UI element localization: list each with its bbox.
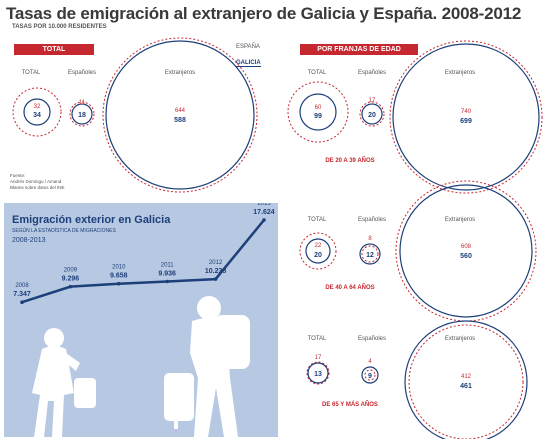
- age2-total-spain-value: 22: [315, 243, 322, 249]
- foreign-spain-circle: [102, 37, 258, 193]
- data-label: 9.936: [158, 271, 176, 278]
- age1-spanish-galicia-value: 20: [368, 112, 376, 119]
- age3-foreign-spain-value: 412: [461, 374, 472, 380]
- age2-total-galicia-circle: [305, 238, 331, 264]
- age1-foreign-spain-value: 740: [461, 109, 472, 115]
- age1-total-galicia-circle: [299, 93, 337, 131]
- age2-total-galicia-value: 20: [314, 252, 322, 259]
- emigrant-silhouettes: [32, 296, 250, 437]
- age3-spanish-galicia-circle: [361, 366, 379, 384]
- emigration-chart: Emigración exterior en Galicia SEGÚN LA …: [4, 203, 278, 437]
- chart-subtitle: SEGÚN LA ESTADÍSTICA DE MIGRACIONES: [12, 227, 116, 234]
- age1-foreign-galicia-circle: [392, 43, 540, 191]
- spanish-galicia-circle: [71, 103, 93, 125]
- data-label: 10.238: [205, 268, 227, 275]
- source-note: Fuente: Andrés Domingo / Amand Blanes so…: [10, 173, 65, 191]
- data-point: [20, 300, 24, 305]
- age3-spanish-label: Españoles: [357, 336, 387, 342]
- series-line: [21, 219, 265, 304]
- total-galicia-value: 34: [33, 112, 41, 119]
- data-point: [165, 279, 169, 284]
- foreign-label: Extranjeros: [164, 70, 196, 76]
- age3-label: DE 65 Y MÁS AÑOS: [322, 402, 378, 408]
- age3-foreign-galicia-value: 461: [460, 383, 472, 390]
- age3-total-galicia-value: 13: [314, 371, 322, 378]
- data-label: 7.347: [13, 291, 31, 298]
- age3-spanish-spain-value: 4: [368, 359, 372, 365]
- age3-total-spain-circle: [306, 361, 330, 385]
- x-label: 2010: [112, 265, 126, 271]
- age2-spanish-galicia-circle: [359, 243, 381, 265]
- chart-title: Emigración exterior en Galicia: [12, 214, 171, 226]
- spanish-label: Españoles: [67, 70, 97, 76]
- data-label: 17.624: [253, 209, 275, 216]
- legend-spain: ESPAÑA: [236, 44, 260, 50]
- age3-spanish-galicia-value: 9: [368, 373, 372, 380]
- total-spain-circle: [12, 87, 62, 137]
- legend-galicia: GALICIA: [236, 60, 261, 67]
- total-galicia-circle: [23, 98, 51, 126]
- data-point: [68, 284, 73, 289]
- total-section-header: TOTAL: [14, 44, 94, 55]
- age2-spanish-label: Españoles: [357, 217, 387, 223]
- age1-spanish-label: Españoles: [357, 70, 387, 76]
- data-point: [262, 218, 266, 222]
- x-label: 2013: [257, 203, 271, 207]
- age1-spanish-spain-circle: [359, 101, 385, 127]
- source-line-1: Fuente:: [10, 173, 26, 178]
- age2-total-label: TOTAL: [307, 217, 327, 223]
- age3-total-label: TOTAL: [307, 336, 327, 342]
- age1-label: DE 20 A 39 AÑOS: [325, 158, 375, 164]
- age1-total-spain-circle: [287, 81, 349, 143]
- age3-spanish-spain-circle: [364, 369, 376, 381]
- age2-foreign-galicia-value: 560: [460, 253, 472, 260]
- data-point: [117, 281, 121, 286]
- total-spain-value: 32: [34, 104, 41, 110]
- data-label: 9.296: [62, 276, 80, 283]
- age1-spanish-galicia-circle: [361, 103, 383, 125]
- age2-spanish-spain-circle: [361, 245, 379, 263]
- x-label: 2009: [64, 268, 78, 274]
- foreign-spain-value: 644: [175, 108, 186, 114]
- age1-total-label: TOTAL: [307, 70, 327, 76]
- age3-total-spain-value: 17: [315, 355, 322, 361]
- age2-spanish-spain-value: 8: [368, 236, 372, 242]
- x-label: 2008: [15, 283, 29, 289]
- age1-foreign-spain-circle: [389, 40, 543, 194]
- age2-label: DE 40 A 64 AÑOS: [325, 285, 375, 291]
- age2-foreign-label: Extranjeros: [444, 217, 476, 223]
- age3-foreign-label: Extranjeros: [444, 336, 476, 342]
- age2-foreign-spain-circle: [395, 180, 537, 322]
- age1-foreign-galicia-value: 699: [460, 118, 472, 125]
- total-label: TOTAL: [21, 70, 41, 76]
- age3-foreign-spain-circle: [408, 324, 524, 439]
- foreign-galicia-circle: [105, 40, 255, 190]
- chart-period: 2008-2013: [12, 237, 46, 244]
- spanish-spain-value: 11: [79, 100, 86, 106]
- age-section-header: POR FRANJAS DE EDAD: [300, 44, 418, 55]
- age1-foreign-label: Extranjeros: [444, 70, 476, 76]
- age3-total-galicia-circle: [307, 362, 329, 384]
- data-label: 9.658: [110, 273, 128, 280]
- age2-total-spain-circle: [299, 232, 337, 270]
- x-label: 2011: [161, 263, 175, 269]
- foreign-galicia-value: 588: [174, 117, 186, 124]
- age2-spanish-galicia-value: 12: [366, 252, 374, 259]
- age2-foreign-galicia-circle: [399, 184, 533, 318]
- source-line-3: Blanes sobre datos del INE: [10, 185, 65, 190]
- age2-foreign-spain-value: 608: [461, 244, 472, 250]
- x-label: 2012: [209, 260, 223, 266]
- spanish-spain-circle: [69, 101, 95, 127]
- age1-total-galicia-value: 99: [314, 113, 322, 120]
- page-subtitle: TASAS POR 10.000 RESIDENTES: [12, 24, 107, 30]
- source-line-2: Andrés Domingo / Amand: [10, 179, 62, 184]
- age1-spanish-spain-value: 17: [369, 98, 376, 104]
- age1-total-spain-value: 60: [315, 105, 322, 111]
- data-point: [213, 277, 218, 281]
- spanish-galicia-value: 18: [78, 112, 86, 119]
- page-title: Tasas de emigración al extranjero de Gal…: [6, 4, 522, 23]
- age3-foreign-galicia-circle: [404, 320, 528, 439]
